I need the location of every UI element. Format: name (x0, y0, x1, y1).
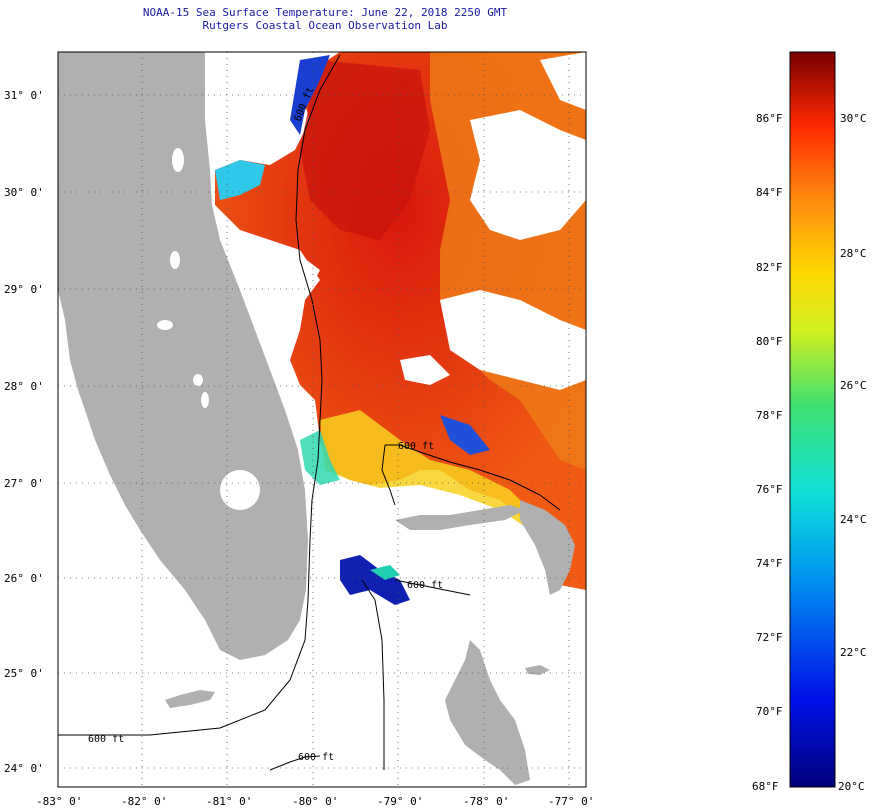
lon-label: -79° 0' (377, 795, 423, 808)
sst-shelf-cool (215, 160, 265, 200)
colorbar: 86°F 84°F 82°F 80°F 78°F 76°F 74°F 72°F … (752, 51, 867, 793)
map-subtitle: Rutgers Coastal Ocean Observation Lab (202, 19, 448, 32)
colorbar-gradient (789, 51, 836, 788)
cb-c-label: 20°C (838, 780, 865, 793)
map-frame (57, 51, 587, 788)
cb-c-label: 26°C (840, 379, 867, 392)
sst-shelf-cold-2 (440, 415, 490, 455)
lon-label: -81° 0' (206, 795, 252, 808)
cb-f-label: 78°F (756, 409, 783, 422)
bahamas-cays (525, 665, 550, 675)
grand-bahama (395, 505, 525, 530)
graticule (58, 52, 586, 787)
map-title: NOAA-15 Sea Surface Temperature: June 22… (142, 6, 508, 19)
lat-label: 25° 0' (4, 667, 44, 680)
sst-cyan-patch (370, 565, 400, 580)
contour-label-south: 600 ft (298, 752, 334, 763)
contour-label-mid: 600 ft (407, 580, 443, 591)
cb-f-label: 72°F (756, 631, 783, 644)
cb-c-label: 28°C (840, 247, 867, 260)
lat-label: 28° 0' (4, 380, 44, 393)
latitude-labels: 31° 0' 30° 0' 29° 0' 28° 0' 27° 0' 26° 0… (4, 89, 44, 775)
lon-label: -82° 0' (121, 795, 167, 808)
cb-f-label: 82°F (756, 261, 783, 274)
contour-label-bahamas: 600 ft (398, 441, 434, 452)
longitude-labels: -83° 0' -82° 0' -81° 0' -80° 0' -79° 0' … (36, 795, 594, 808)
cb-f-label: 74°F (756, 557, 783, 570)
colorbar-fahrenheit-labels: 86°F 84°F 82°F 80°F 78°F 76°F 74°F 72°F … (752, 112, 783, 793)
cb-f-label: 84°F (756, 186, 783, 199)
cb-c-label: 22°C (840, 646, 867, 659)
sst-hot-core (300, 60, 430, 240)
lon-label: -80° 0' (292, 795, 338, 808)
sst-cool-band (300, 430, 340, 485)
lat-label: 26° 0' (4, 572, 44, 585)
sst-yellow-band (320, 410, 540, 530)
cb-f-label: 80°F (756, 335, 783, 348)
cloud-cover (270, 52, 586, 390)
map-canvas (58, 52, 586, 787)
lat-label: 24° 0' (4, 762, 44, 775)
andros-island (445, 640, 530, 785)
lat-label: 27° 0' (4, 477, 44, 490)
cb-f-label: 68°F (752, 780, 779, 793)
cb-f-label: 86°F (756, 112, 783, 125)
lat-label: 29° 0' (4, 283, 44, 296)
lon-label: -78° 0' (463, 795, 509, 808)
lakes (157, 148, 260, 510)
cb-c-label: 24°C (840, 513, 867, 526)
florida-keys (165, 690, 215, 708)
lake-okeechobee (220, 470, 260, 510)
cb-c-label: 30°C (840, 112, 867, 125)
lon-label: -77° 0' (548, 795, 594, 808)
lat-label: 30° 0' (4, 186, 44, 199)
contour-label-west: 600 ft (88, 734, 124, 745)
colorbar-celsius-labels: 30°C 28°C 26°C 24°C 22°C 20°C (838, 112, 867, 793)
isobath-600ft (58, 54, 561, 771)
lon-label: -83° 0' (36, 795, 82, 808)
sst-cold-patch (340, 555, 410, 605)
lat-label: 31° 0' (4, 89, 44, 102)
abaco-island (520, 500, 575, 595)
cb-f-label: 70°F (756, 705, 783, 718)
cb-f-label: 76°F (756, 483, 783, 496)
